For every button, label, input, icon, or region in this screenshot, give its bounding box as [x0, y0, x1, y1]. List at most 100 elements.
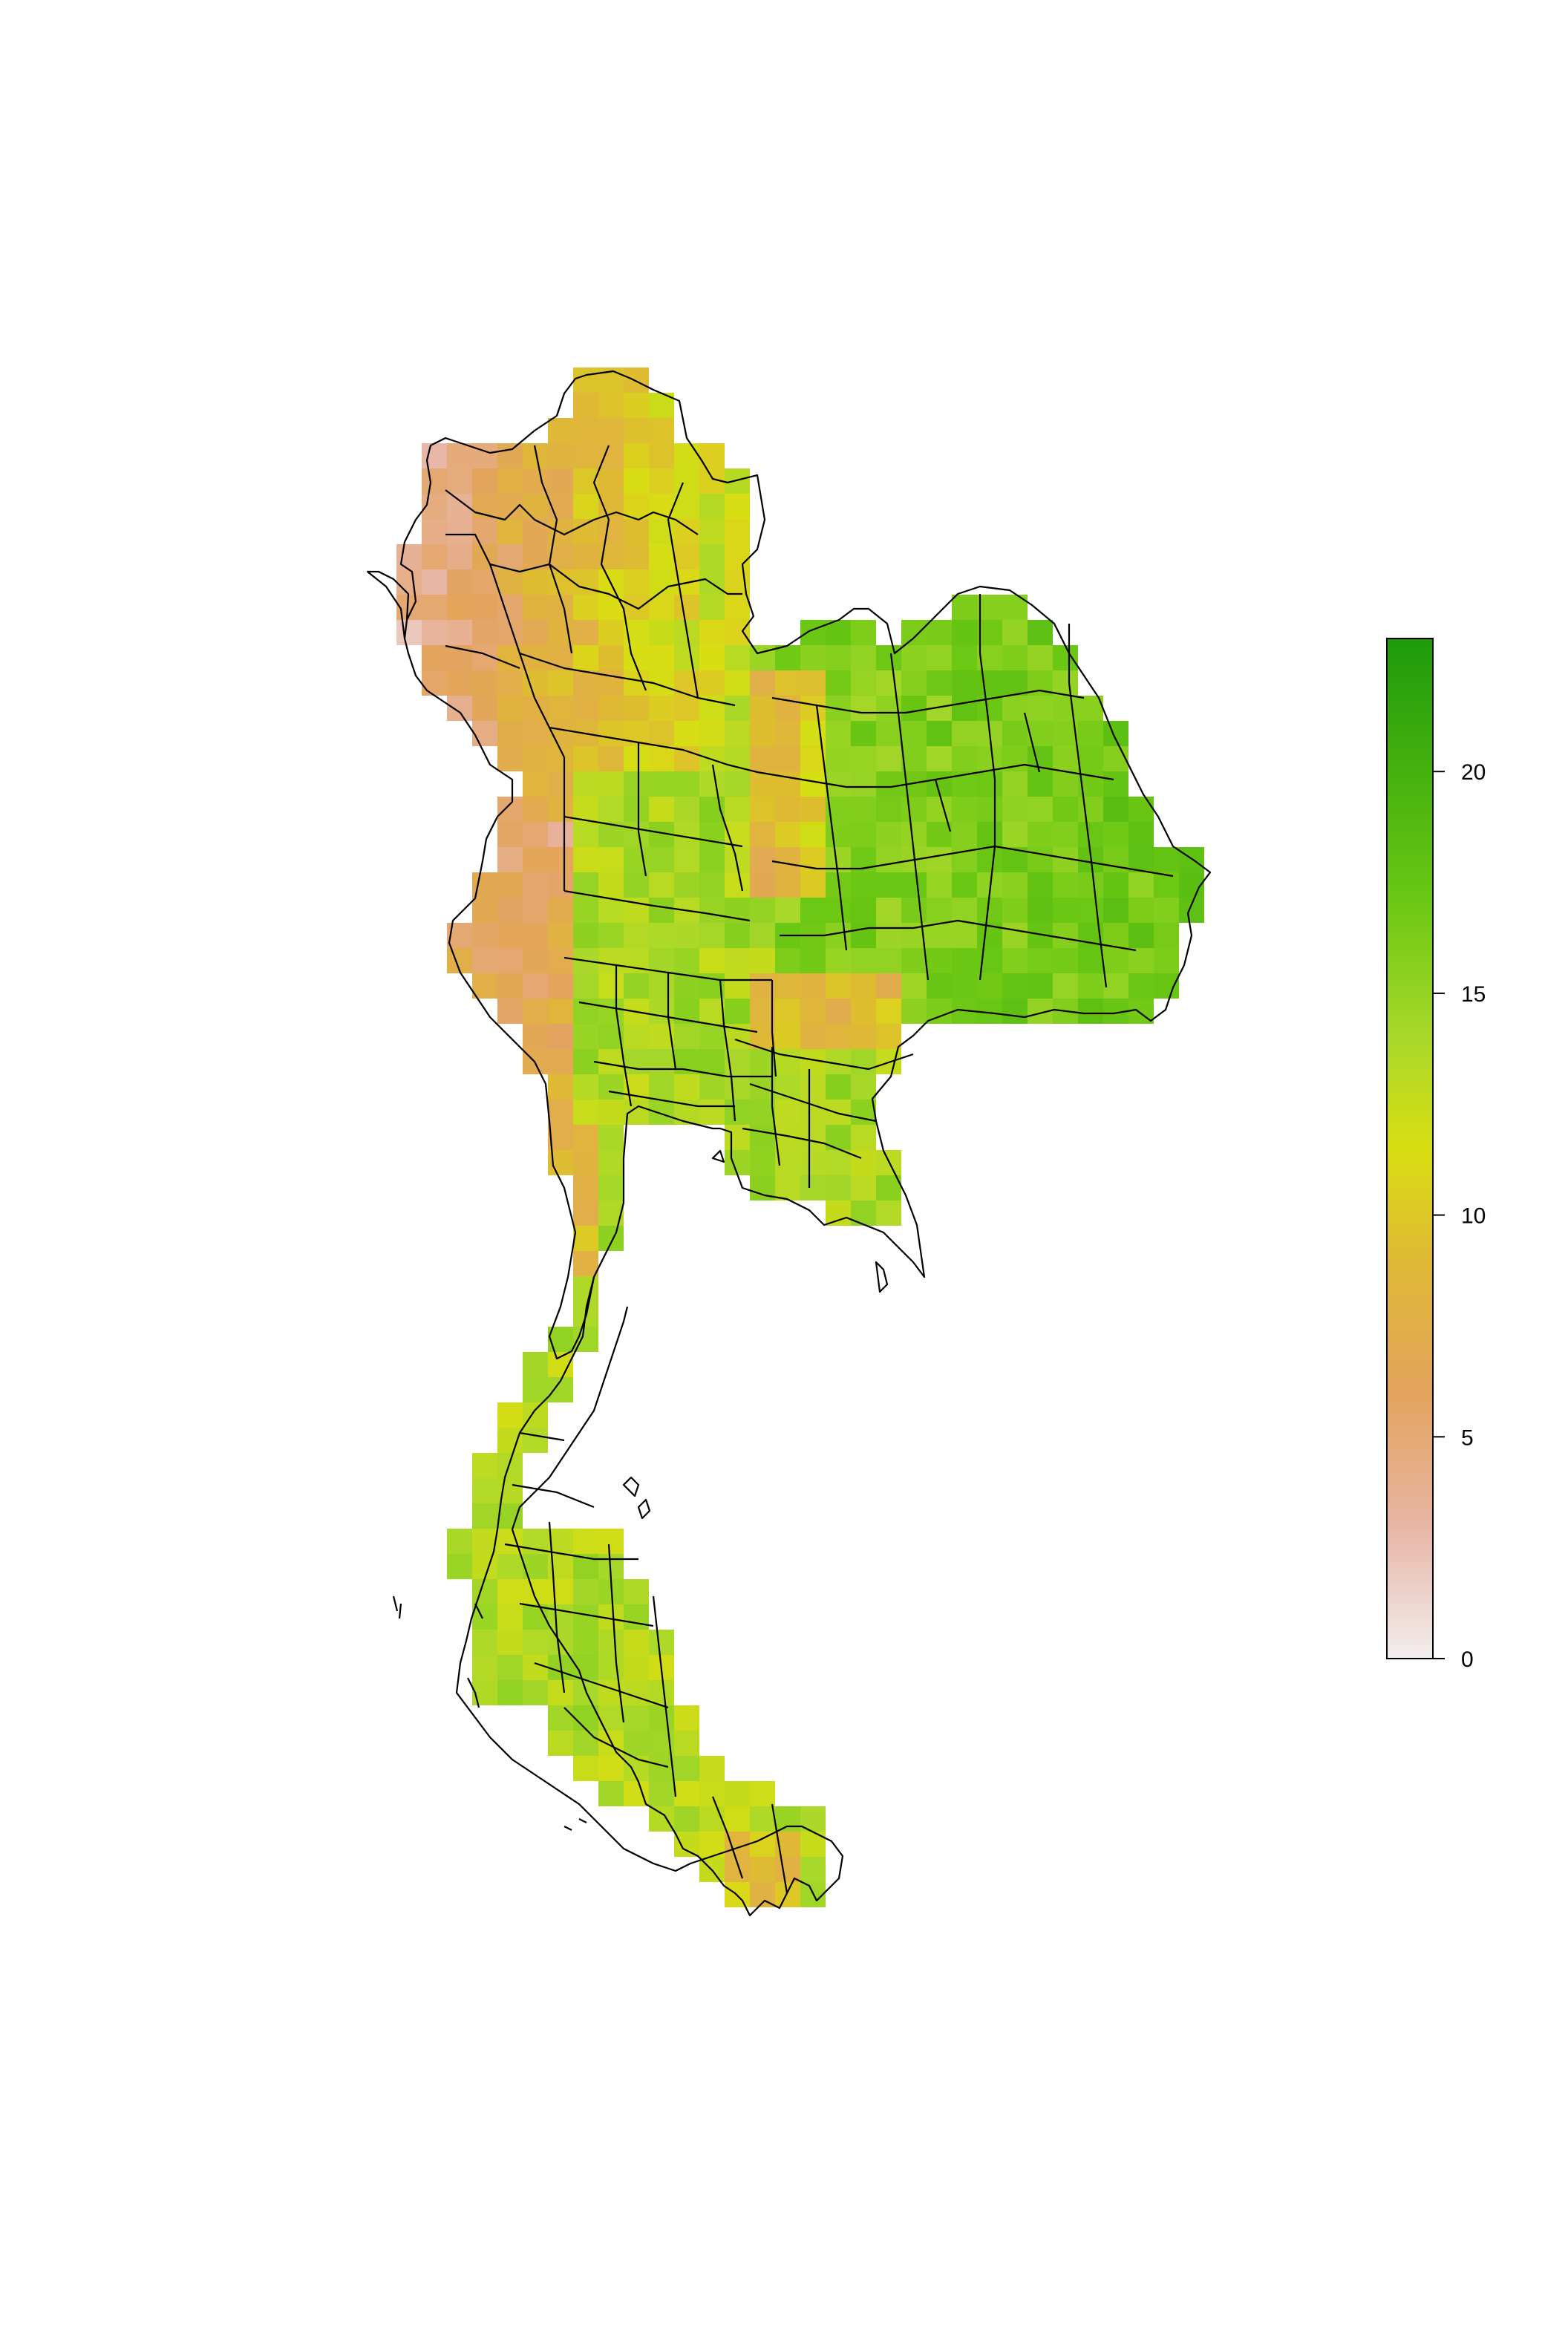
raster-cell	[674, 1074, 699, 1100]
raster-cell	[674, 847, 699, 872]
raster-cell	[725, 872, 750, 898]
raster-cell	[497, 797, 523, 822]
raster-cell	[699, 519, 725, 544]
raster-cell	[800, 746, 826, 771]
raster-cell	[750, 948, 775, 973]
raster-cell	[851, 721, 876, 746]
raster-cell	[573, 494, 598, 519]
raster-cell	[649, 1680, 674, 1705]
raster-cell	[851, 923, 876, 948]
raster-cell	[472, 923, 497, 948]
raster-cell	[548, 1049, 573, 1074]
raster-cell	[624, 822, 649, 847]
raster-cell	[977, 822, 1002, 847]
raster-cell	[674, 771, 699, 797]
raster-cell	[1179, 847, 1204, 872]
raster-cell	[472, 468, 497, 494]
legend-tick-label: 5	[1461, 1425, 1474, 1450]
raster-cell	[548, 1100, 573, 1125]
raster-cell	[775, 670, 800, 696]
raster-cell	[800, 670, 826, 696]
raster-cell	[573, 1150, 598, 1175]
raster-cell	[573, 670, 598, 696]
raster-cell	[649, 696, 674, 721]
raster-cell	[750, 797, 775, 822]
raster-cell	[573, 696, 598, 721]
raster-cell	[775, 948, 800, 973]
raster-cell	[674, 1756, 699, 1781]
raster-cell	[422, 443, 447, 468]
raster-cell	[624, 1705, 649, 1731]
raster-cell	[901, 948, 927, 973]
raster-cell	[598, 898, 624, 923]
raster-cell	[851, 822, 876, 847]
raster-cell	[1078, 746, 1103, 771]
legend-tick-label: 20	[1461, 760, 1486, 785]
raster-cell	[497, 1402, 523, 1428]
raster-cell	[472, 1503, 497, 1529]
raster-cell	[750, 1024, 775, 1049]
raster-cell	[826, 1150, 851, 1175]
raster-cell	[497, 721, 523, 746]
raster-cell	[548, 1680, 573, 1705]
raster-cell	[927, 645, 952, 670]
raster-cell	[624, 569, 649, 595]
raster-cell	[699, 1024, 725, 1049]
raster-cell	[573, 1100, 598, 1125]
raster-cell	[699, 1832, 725, 1857]
raster-cell	[624, 670, 649, 696]
raster-cell	[725, 721, 750, 746]
province-lines-north	[445, 445, 758, 892]
raster-cell	[497, 1630, 523, 1655]
raster-cell	[598, 1100, 624, 1125]
raster-cell	[699, 923, 725, 948]
raster-cell	[624, 1024, 649, 1049]
raster-cell	[775, 1882, 800, 1907]
raster-cell	[725, 797, 750, 822]
raster-cell	[1128, 797, 1154, 822]
raster-cell	[699, 670, 725, 696]
raster-cell	[1078, 822, 1103, 847]
raster-cell	[775, 898, 800, 923]
raster-cell	[826, 746, 851, 771]
raster-cell	[598, 1655, 624, 1680]
raster-cell	[876, 948, 901, 973]
raster-cell	[750, 1832, 775, 1857]
raster-cell	[851, 872, 876, 898]
raster-cell	[548, 872, 573, 898]
raster-cell	[649, 1630, 674, 1655]
raster-cell	[927, 797, 952, 822]
raster-cell	[927, 923, 952, 948]
raster-cell	[750, 1049, 775, 1074]
raster-cell	[497, 696, 523, 721]
raster-cell	[1103, 797, 1128, 822]
raster-cell	[548, 948, 573, 973]
raster-cell	[826, 1100, 851, 1125]
raster-cell	[775, 973, 800, 999]
raster-cell	[952, 645, 977, 670]
raster-cell	[573, 1226, 598, 1251]
raster-cell	[725, 544, 750, 569]
raster-cell	[876, 721, 901, 746]
raster-cell	[851, 1074, 876, 1100]
raster-cell	[422, 620, 447, 645]
raster-cell	[1053, 670, 1078, 696]
raster-cell	[876, 999, 901, 1024]
raster-cell	[826, 923, 851, 948]
raster-cell	[548, 1705, 573, 1731]
raster-cell	[800, 973, 826, 999]
raster-cell	[523, 1554, 548, 1579]
raster-cell	[699, 847, 725, 872]
raster-cell	[598, 721, 624, 746]
raster-cell	[1128, 847, 1154, 872]
raster-cell	[1002, 923, 1028, 948]
raster-cell	[800, 872, 826, 898]
raster-cell	[952, 973, 977, 999]
raster-cell	[422, 544, 447, 569]
raster-cell	[649, 847, 674, 872]
raster-cell	[775, 1024, 800, 1049]
raster-cell	[851, 1125, 876, 1150]
raster-cell	[826, 1175, 851, 1200]
raster-cell	[826, 1049, 851, 1074]
